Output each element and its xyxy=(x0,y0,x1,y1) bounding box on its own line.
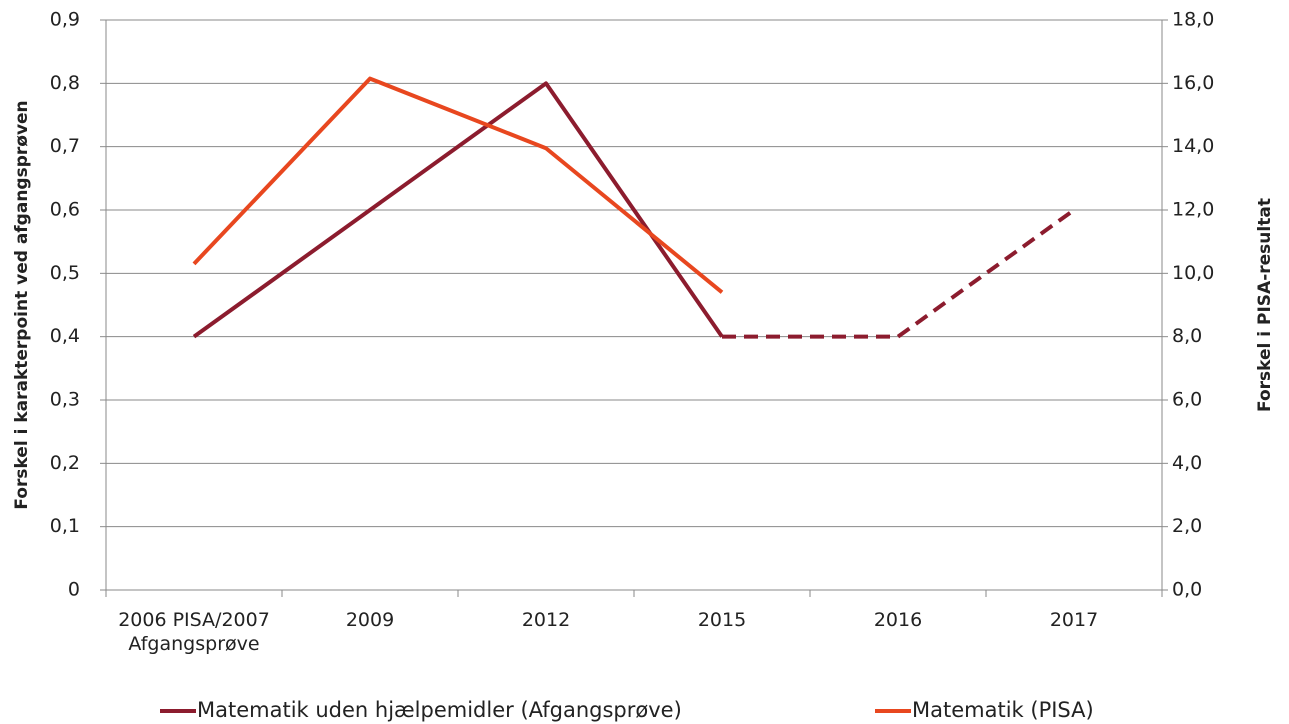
y-tick-label: 0,3 xyxy=(50,389,80,411)
x-tick-label: 2017 xyxy=(1049,609,1099,631)
y-tick-label: 0,5 xyxy=(50,262,80,284)
x-tick-label: 2009 xyxy=(345,609,395,631)
y-tick-label: 0,8 xyxy=(50,72,80,94)
y-tick-label: 0,6 xyxy=(50,199,80,221)
y2-tick-label: 6,0 xyxy=(1172,389,1202,411)
y2-tick-label: 10,0 xyxy=(1172,262,1214,284)
y-tick-label: 0,2 xyxy=(50,452,80,474)
y2-axis-title: Forskel i PISA-resultat xyxy=(1255,198,1275,412)
line-series xyxy=(192,76,724,294)
y2-tick-label: 2,0 xyxy=(1172,515,1202,537)
y-tick-label: 0,9 xyxy=(50,9,80,31)
y-tick-label: 0,7 xyxy=(50,135,80,157)
x-tick-label: 2016 xyxy=(873,609,923,631)
legend-label: Matematik uden hjælpemidler (Afgangsprøv… xyxy=(197,698,682,722)
x-tick-label: 2015 xyxy=(697,609,747,631)
line-series-dashed xyxy=(722,208,1076,339)
x-tick-label: 2006 PISA/2007 Afgangsprøve xyxy=(118,609,270,655)
legend-label: Matematik (PISA) xyxy=(912,698,1094,722)
y2-tick-label: 14,0 xyxy=(1172,135,1214,157)
y-tick-label: 0,4 xyxy=(50,325,80,347)
y2-tick-label: 4,0 xyxy=(1172,452,1202,474)
line-series xyxy=(192,81,724,339)
y-tick-label: 0,1 xyxy=(50,515,80,537)
y2-tick-label: 8,0 xyxy=(1172,325,1202,347)
y2-tick-label: 12,0 xyxy=(1172,199,1214,221)
y2-tick-label: 16,0 xyxy=(1172,72,1214,94)
y2-tick-label: 0,0 xyxy=(1172,579,1202,601)
y-axis-title: Forskel i karakterpoint ved afgangsprøve… xyxy=(12,100,32,509)
x-tick-label: 2012 xyxy=(521,609,571,631)
y2-tick-label: 18,0 xyxy=(1172,9,1214,31)
y-tick-label: 0 xyxy=(68,579,80,601)
